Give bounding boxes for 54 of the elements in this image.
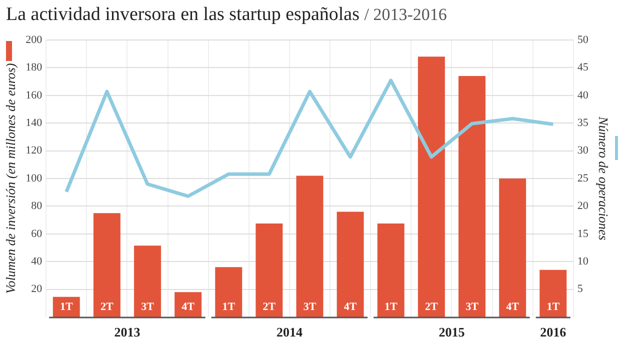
x-tick-label: 2T [425, 300, 439, 313]
bar [174, 292, 202, 317]
y2-tick-label: 5 [577, 283, 584, 296]
y2-tick-label: 25 [577, 172, 589, 184]
bar [93, 213, 120, 317]
y-tick-label: 160 [26, 89, 43, 102]
text: 2014 [276, 324, 303, 340]
y2-tick-label: 20 [577, 200, 589, 212]
bar [336, 212, 364, 317]
y2-tick-label: 30 [577, 144, 589, 157]
text: 2013 [114, 324, 141, 340]
bar [418, 56, 445, 317]
bar [215, 267, 242, 317]
x-tick-label: 4T [506, 300, 520, 313]
x-tick-label: 1T [60, 300, 74, 313]
x-tick-label: 2T [100, 300, 114, 313]
chart-subtitle: / 2013-2016 [364, 5, 447, 24]
x-tick-label: 1T [384, 300, 398, 313]
y-tick-label: 120 [26, 144, 43, 157]
bar [134, 246, 161, 317]
x-tick-label: 3T [303, 300, 317, 313]
text: 2016 [540, 324, 567, 340]
y2-tick-label: 35 [577, 116, 589, 129]
y-tick-label: 200 [26, 34, 43, 46]
y2-tick-label: 50 [577, 34, 589, 46]
y2-tick-label: 15 [577, 228, 589, 240]
y-tick-label: 140 [26, 116, 43, 129]
bar [377, 224, 404, 317]
text: 2015 [438, 324, 466, 340]
y-tick-label: 80 [31, 200, 43, 212]
y-tick-label: 60 [31, 228, 43, 240]
bar [296, 176, 324, 317]
y2-tick-label: 45 [577, 62, 589, 74]
y2-axis-title: Número de operaciones [596, 116, 611, 240]
x-tick-label: 4T [344, 300, 358, 313]
bar [499, 178, 526, 317]
x-tick-label: 2T [262, 300, 276, 313]
x-tick-label: 1T [222, 300, 236, 313]
x-tick-label: 4T [182, 300, 196, 313]
y2-tick-label: 10 [577, 255, 589, 268]
y-tick-label: 40 [31, 255, 43, 268]
x-tick-label: 1T [546, 300, 560, 313]
bar [458, 76, 486, 317]
y2-tick-label: 40 [577, 89, 589, 102]
x-tick-label: 3T [141, 300, 155, 313]
chart-title: La actividad inversora en las startup españolas [6, 4, 360, 25]
x-tick-label: 3T [466, 300, 480, 313]
bar [256, 224, 283, 317]
bar [540, 270, 567, 317]
y-axis-title: Volumen de inversión (en millones de euros) [3, 63, 18, 294]
y-tick-label: 20 [31, 283, 43, 296]
y-tick-label: 180 [26, 62, 43, 74]
y-tick-label: 100 [26, 172, 43, 184]
bar [52, 296, 80, 317]
